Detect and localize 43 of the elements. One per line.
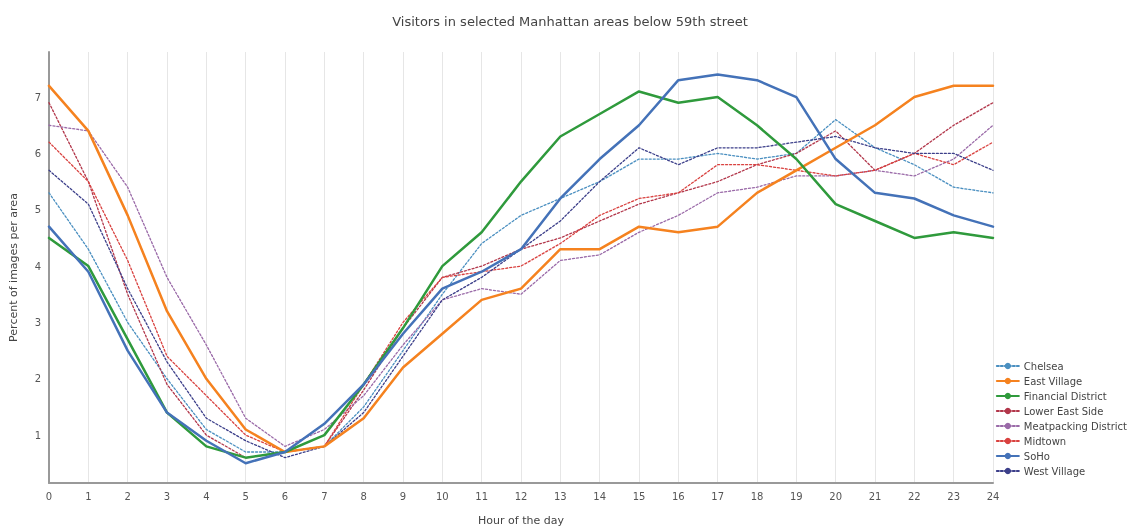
x-tick-label: 18 <box>750 490 764 502</box>
legend-label: Midtown <box>1023 435 1067 447</box>
legend-label: East Village <box>1023 375 1083 387</box>
x-tick-label: 16 <box>671 490 685 502</box>
legend-label: Lower East Side <box>1023 405 1104 417</box>
x-tick-label: 7 <box>321 490 328 502</box>
x-tick-label: 17 <box>711 490 725 502</box>
x-tick-label: 0 <box>45 490 53 502</box>
x-tick-label: 6 <box>281 490 289 502</box>
y-tick-label: 5 <box>34 204 41 216</box>
x-tick-label: 21 <box>868 490 882 502</box>
legend-label: Meatpacking District <box>1023 420 1128 432</box>
y-tick-label: 6 <box>34 147 41 159</box>
x-tick-label: 4 <box>203 490 210 502</box>
x-tick-label: 20 <box>829 490 843 502</box>
chart-title: Visitors in selected Manhattan areas below 59th street <box>392 14 748 29</box>
x-tick-label: 3 <box>163 490 171 502</box>
legend-label: Financial District <box>1023 390 1107 402</box>
x-tick-label: 19 <box>789 490 803 502</box>
x-axis-title: Hour of the day <box>478 514 565 527</box>
x-tick-label: 14 <box>593 490 607 502</box>
legend-label: West Village <box>1023 465 1086 477</box>
x-tick-label: 12 <box>514 490 528 502</box>
y-tick-label: 3 <box>34 316 41 328</box>
x-tick-label: 1 <box>85 490 92 502</box>
y-tick-label: 1 <box>34 429 41 441</box>
x-tick-label: 22 <box>907 490 921 502</box>
legend-label: SoHo <box>1023 450 1050 462</box>
x-tick-label: 5 <box>242 490 249 502</box>
y-tick-label: 4 <box>34 260 41 272</box>
x-tick-label: 2 <box>124 490 131 502</box>
x-tick-label: 24 <box>986 490 1000 502</box>
legend-label: Chelsea <box>1023 360 1064 372</box>
x-tick-label: 10 <box>435 490 449 502</box>
x-tick-label: 8 <box>360 490 367 502</box>
x-tick-label: 15 <box>632 490 646 502</box>
x-tick-label: 23 <box>947 490 961 502</box>
y-tick-label: 7 <box>34 91 41 103</box>
y-tick-label: 2 <box>34 373 41 385</box>
x-tick-label: 9 <box>399 490 407 502</box>
x-tick-label: 13 <box>553 490 567 502</box>
y-axis-title: Percent of images per area <box>7 193 20 342</box>
x-tick-label: 11 <box>475 490 489 502</box>
